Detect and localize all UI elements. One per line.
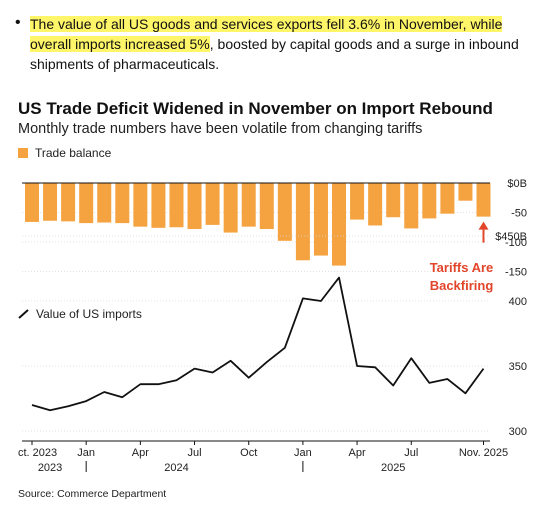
bullet-text: , boosted by capital goods and a surge i… bbox=[30, 36, 519, 72]
trade-balance-bar bbox=[277, 183, 292, 241]
bar-y-tick-label: -100 bbox=[505, 237, 527, 249]
line-y-tick-label: 400 bbox=[509, 296, 527, 308]
trade-balance-bar bbox=[43, 183, 58, 221]
line-y-tick-label: $450B bbox=[495, 231, 527, 243]
x-tick-label: Jan bbox=[77, 447, 95, 459]
trade-balance-bar bbox=[440, 183, 455, 214]
line-y-tick-label: 350 bbox=[509, 361, 527, 373]
bar-y-tick-label: -150 bbox=[505, 267, 527, 279]
annotation-line-1: Tariffs Are bbox=[430, 260, 494, 275]
x-tick-label: Jul bbox=[404, 447, 418, 459]
us-imports-line bbox=[31, 276, 485, 412]
x-year-label: 2025 bbox=[381, 462, 405, 474]
summary-bullet: • The value of all US goods and services… bbox=[15, 14, 526, 74]
trade-balance-bar bbox=[115, 183, 130, 224]
trade-balance-bar bbox=[313, 183, 328, 256]
x-tick-label: Jul bbox=[188, 447, 202, 459]
trade-balance-bar bbox=[169, 183, 184, 228]
trade-balance-bar bbox=[61, 183, 76, 222]
line-y-tick-label: 300 bbox=[509, 426, 527, 438]
bar-swatch-icon bbox=[18, 148, 28, 158]
legend-us-imports: Value of US imports bbox=[18, 307, 142, 321]
x-tick-label: Oct bbox=[240, 447, 257, 459]
bullet-dot: • bbox=[15, 14, 21, 31]
x-year-label: 2023 bbox=[38, 462, 62, 474]
trade-balance-bar bbox=[458, 183, 473, 201]
trade-balance-bar bbox=[350, 183, 365, 220]
trade-balance-bar bbox=[476, 183, 491, 217]
line-swatch-icon bbox=[18, 309, 29, 319]
trade-balance-bar bbox=[332, 183, 347, 266]
trade-balance-bar bbox=[368, 183, 383, 226]
trade-balance-bar bbox=[25, 183, 39, 222]
trade-balance-bar bbox=[295, 183, 310, 261]
trade-balance-bar bbox=[223, 183, 238, 233]
trade-balance-bar bbox=[404, 183, 419, 229]
x-tick-label: Apr bbox=[349, 447, 366, 459]
x-tick-label: Nov. 2025 bbox=[459, 447, 508, 459]
source-note: Source: Commerce Department bbox=[18, 488, 167, 500]
legend-label: Trade balance bbox=[35, 146, 112, 160]
legend-label: Value of US imports bbox=[36, 307, 142, 321]
legend-trade-balance: Trade balance bbox=[18, 146, 111, 160]
trade-balance-bar bbox=[241, 183, 256, 227]
chart-subtitle: Monthly trade numbers have been volatile… bbox=[18, 121, 423, 137]
bar-y-tick-label: $0B bbox=[507, 178, 527, 190]
trade-balance-bar bbox=[79, 183, 94, 224]
trade-balance-bar bbox=[422, 183, 437, 219]
annotation-line-2: Backfiring bbox=[430, 278, 494, 293]
annotation-arrow-icon bbox=[478, 221, 489, 230]
trade-balance-bar bbox=[151, 183, 166, 228]
trade-balance-bar bbox=[386, 183, 401, 218]
x-tick-label: Jan bbox=[294, 447, 312, 459]
x-tick-label: ct. 2023 bbox=[18, 447, 57, 459]
x-tick-label: Apr bbox=[132, 447, 149, 459]
trade-balance-bar bbox=[259, 183, 274, 230]
trade-balance-bar bbox=[133, 183, 148, 227]
trade-balance-bar bbox=[205, 183, 220, 225]
trade-balance-bar bbox=[97, 183, 112, 223]
trade-balance-bar bbox=[187, 183, 202, 230]
x-year-label: 2024 bbox=[164, 462, 188, 474]
bar-y-tick-label: -50 bbox=[511, 208, 527, 220]
chart-title: US Trade Deficit Widened in November on … bbox=[18, 99, 493, 118]
